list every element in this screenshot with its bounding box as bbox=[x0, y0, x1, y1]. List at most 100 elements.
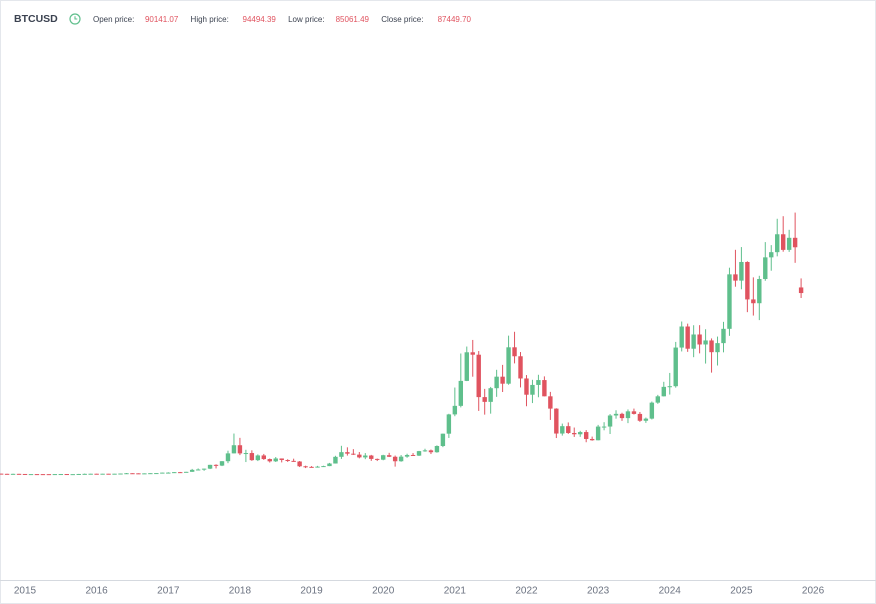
candle-body bbox=[195, 469, 201, 471]
legend-label: Close price: bbox=[381, 15, 423, 24]
candle-body bbox=[601, 426, 607, 428]
legend-label: Low price: bbox=[288, 15, 324, 24]
candle-body bbox=[613, 413, 619, 416]
x-tick-label: 2024 bbox=[659, 586, 682, 597]
candle-body bbox=[118, 473, 123, 475]
candle-body bbox=[291, 460, 296, 462]
x-tick-label: 2015 bbox=[14, 586, 37, 597]
candle-body bbox=[369, 455, 374, 459]
candle-body bbox=[16, 473, 22, 475]
candle-body bbox=[0, 473, 4, 475]
candle-body bbox=[798, 287, 804, 294]
candle-body bbox=[440, 433, 446, 447]
candle-body bbox=[106, 473, 111, 475]
candle-body bbox=[375, 458, 380, 460]
candle-body bbox=[10, 473, 16, 475]
x-tick-label: 2021 bbox=[444, 586, 467, 597]
candle-body bbox=[178, 472, 183, 474]
candle-body bbox=[506, 347, 511, 384]
candle-body bbox=[500, 376, 505, 384]
candle-body bbox=[488, 388, 493, 402]
candle-body bbox=[351, 453, 356, 455]
candle-body bbox=[267, 459, 272, 462]
candle-body bbox=[697, 334, 702, 345]
candle-body bbox=[237, 445, 243, 454]
plot-area: 2015 2016 2017 2018 2019 2020 2021 2022 2023 2024… bbox=[0, 212, 825, 597]
candle-body bbox=[560, 426, 565, 434]
candle-body bbox=[148, 473, 153, 475]
x-tick-label: 2020 bbox=[372, 586, 395, 597]
candle-body bbox=[434, 446, 440, 453]
candle-body bbox=[404, 454, 410, 457]
candle-body bbox=[464, 352, 469, 381]
candle-body bbox=[398, 456, 404, 462]
candle-body bbox=[530, 384, 535, 395]
legend-label: Open price: bbox=[93, 15, 134, 24]
candle-body bbox=[303, 466, 308, 468]
candle-body bbox=[775, 234, 780, 253]
candle-body bbox=[637, 413, 643, 421]
candle-body bbox=[124, 473, 129, 475]
candle-body bbox=[428, 450, 434, 453]
candle-body bbox=[739, 261, 744, 281]
candle-body bbox=[130, 473, 135, 475]
candle-body bbox=[763, 257, 768, 280]
candle-body bbox=[667, 386, 672, 388]
candle-body bbox=[88, 473, 93, 475]
candle-body bbox=[100, 473, 105, 475]
candle-body bbox=[589, 438, 595, 441]
candle-body bbox=[34, 474, 40, 476]
symbol: BTCUSD bbox=[14, 13, 58, 25]
candle-body bbox=[172, 472, 177, 474]
candle-body bbox=[482, 397, 487, 402]
candle-body bbox=[392, 456, 398, 462]
candle-body bbox=[255, 455, 261, 461]
candle-body bbox=[452, 405, 458, 415]
candle-body bbox=[583, 432, 589, 439]
candle-body bbox=[285, 460, 290, 462]
candle-body bbox=[219, 461, 225, 466]
candle-body bbox=[273, 458, 278, 462]
candle-body bbox=[745, 261, 750, 300]
candle-body bbox=[578, 432, 583, 435]
x-tick-label: 2017 bbox=[157, 586, 180, 597]
candle-body bbox=[512, 347, 517, 357]
candle-body bbox=[160, 472, 165, 474]
candle-body bbox=[321, 466, 326, 468]
candle-body bbox=[166, 472, 171, 474]
candle-body bbox=[339, 452, 344, 457]
legend-label: High price: bbox=[191, 15, 229, 24]
candle-body bbox=[189, 469, 195, 472]
candle-body bbox=[542, 380, 547, 397]
candle-body bbox=[733, 274, 738, 281]
candle-body bbox=[554, 408, 559, 434]
candle-body bbox=[70, 474, 75, 476]
candle-body bbox=[643, 418, 649, 421]
legend-value: 94494.39 bbox=[243, 15, 277, 24]
candle-body bbox=[476, 354, 481, 398]
candle-body bbox=[661, 386, 666, 397]
candle-body bbox=[792, 237, 798, 248]
candle-body bbox=[566, 426, 571, 433]
candle-body bbox=[381, 455, 386, 460]
legend-value: 87449.70 bbox=[438, 15, 472, 24]
candle-body bbox=[142, 473, 147, 475]
candle-body bbox=[619, 413, 625, 419]
candle-body bbox=[655, 396, 661, 403]
candle-body bbox=[315, 466, 320, 468]
candle-body bbox=[231, 445, 237, 454]
candle-body bbox=[4, 473, 10, 475]
candle-body bbox=[64, 474, 69, 476]
candle-body bbox=[279, 458, 284, 461]
legend-value: 90141.07 bbox=[145, 15, 179, 24]
candle-body bbox=[649, 402, 655, 419]
candle-body bbox=[715, 343, 720, 353]
candle-body bbox=[524, 378, 529, 395]
candle-body bbox=[572, 432, 577, 435]
x-tick-label: 2026 bbox=[802, 586, 825, 597]
candle-body bbox=[422, 450, 428, 452]
candle-body bbox=[691, 334, 696, 349]
candle-body bbox=[786, 237, 792, 250]
clock-icon bbox=[69, 13, 81, 25]
